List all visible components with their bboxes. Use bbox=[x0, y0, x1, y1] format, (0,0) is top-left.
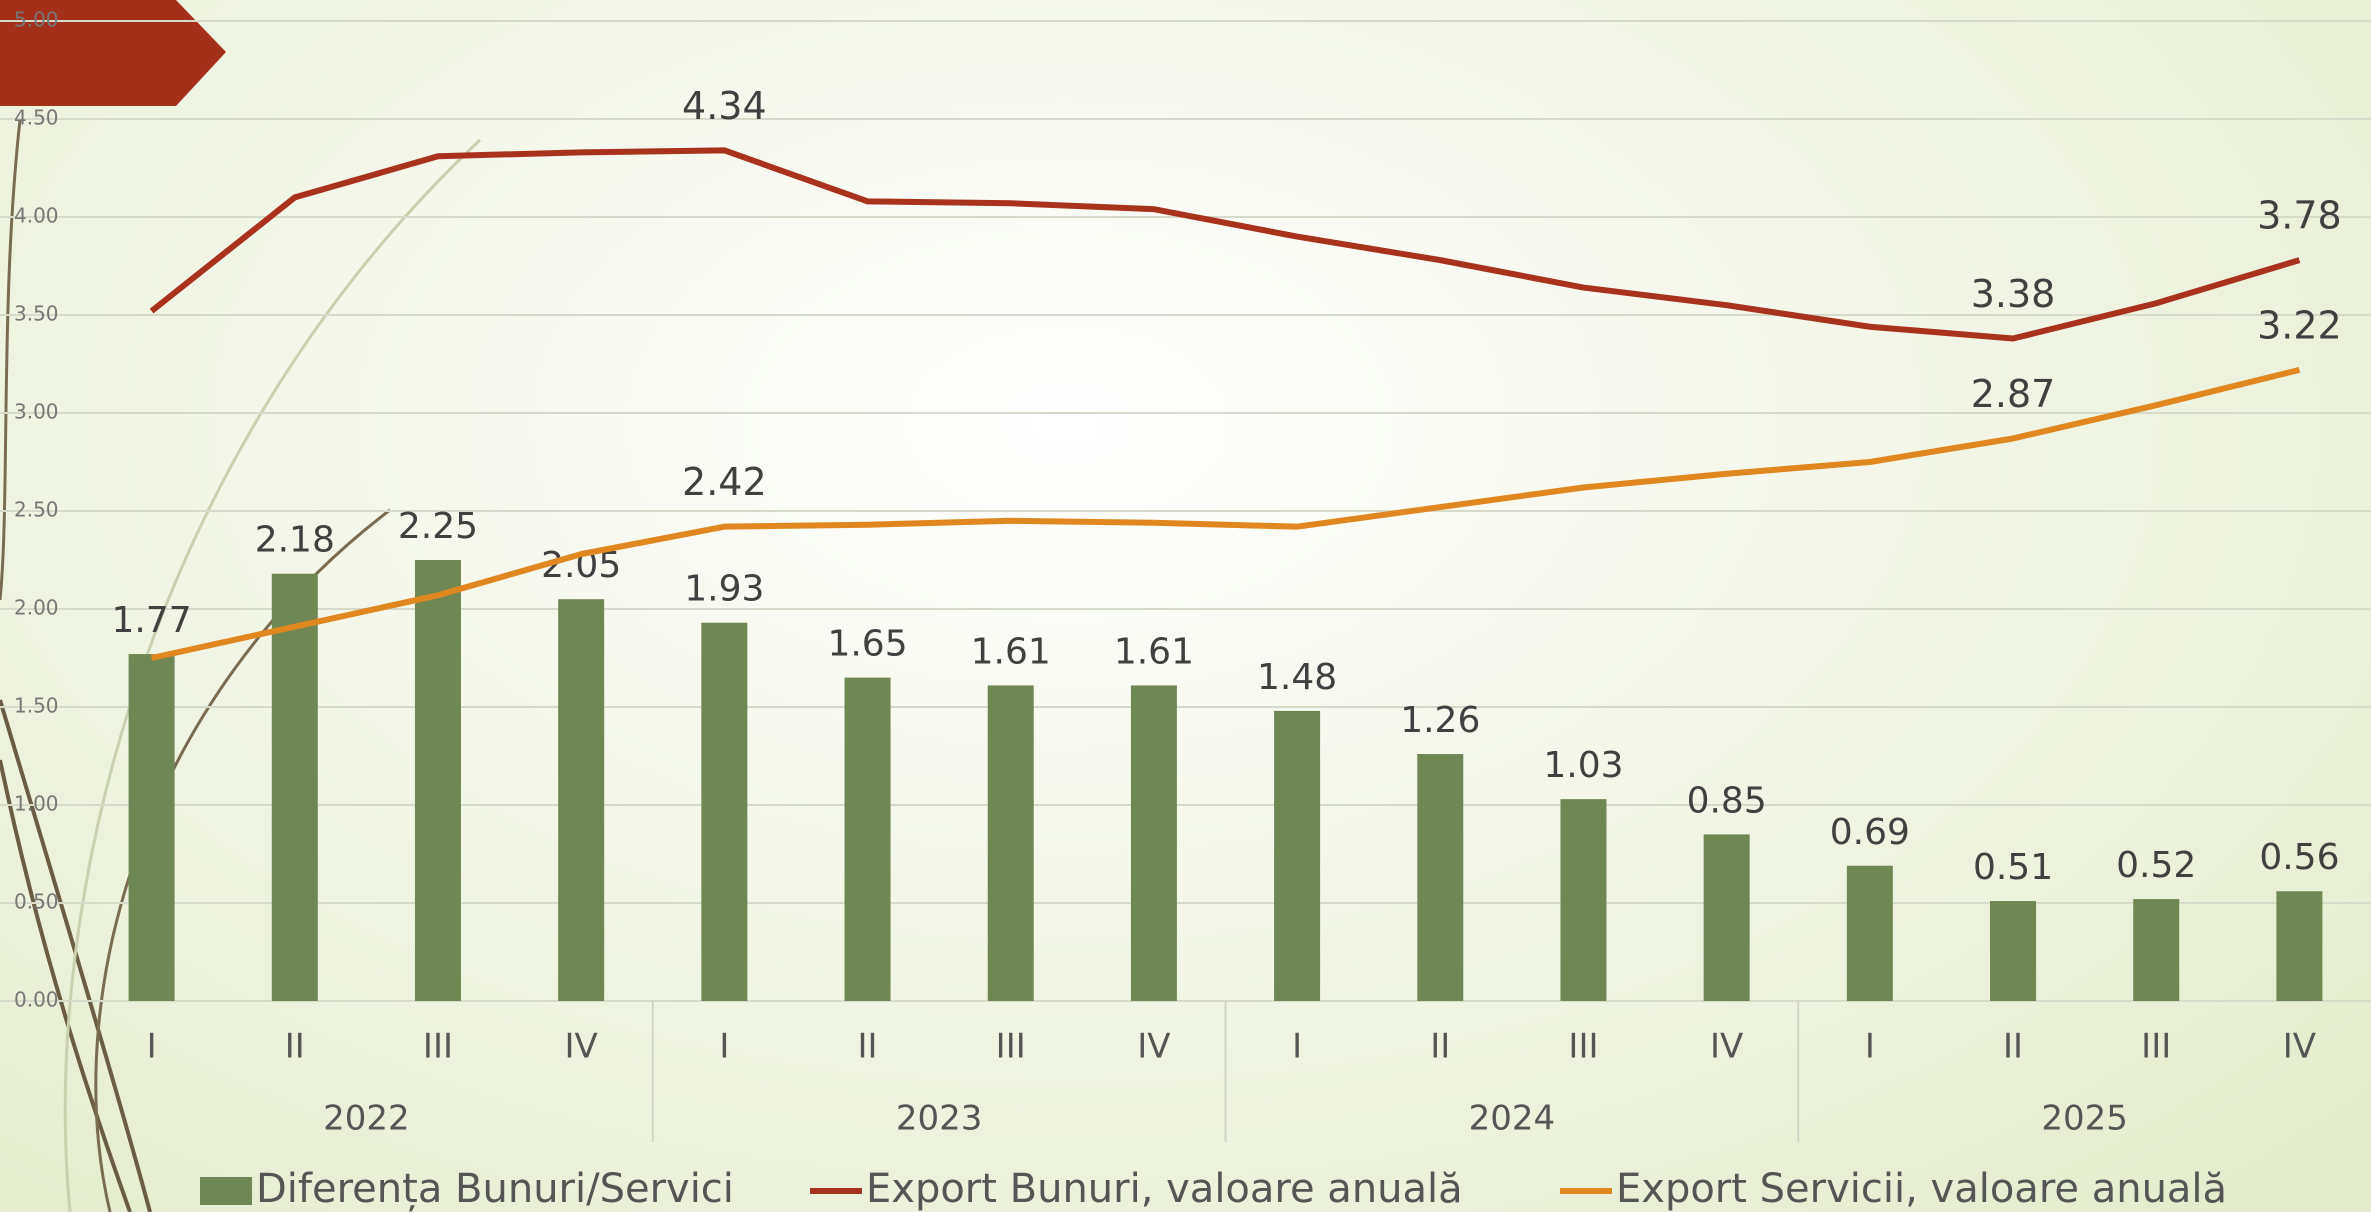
y-tick-label: 2.00 bbox=[14, 596, 59, 620]
bar bbox=[2276, 891, 2322, 1001]
y-tick-label: 0.50 bbox=[14, 890, 59, 914]
y-tick-label: 3.50 bbox=[14, 302, 59, 326]
legend-label: Export Servicii, valoare anuală bbox=[1616, 1166, 2227, 1212]
x-tick-label: II bbox=[858, 1027, 878, 1067]
data-label: 1.77 bbox=[112, 600, 192, 641]
x-tick-label: I bbox=[147, 1027, 157, 1067]
x-tick-label: II bbox=[2003, 1027, 2023, 1067]
bar bbox=[1704, 834, 1750, 1001]
bar bbox=[1990, 901, 2036, 1001]
y-tick-label: 1.50 bbox=[14, 694, 59, 718]
legend-label: Export Bunuri, valoare anuală bbox=[866, 1166, 1463, 1212]
y-tick-label: 3.00 bbox=[14, 400, 59, 424]
bar bbox=[701, 623, 747, 1001]
y-tick-label: 5.00 bbox=[14, 8, 59, 32]
data-label: 1.65 bbox=[827, 624, 907, 665]
data-label: 1.61 bbox=[1114, 631, 1194, 672]
bar bbox=[272, 574, 318, 1001]
data-label: 1.48 bbox=[1257, 657, 1337, 698]
y-tick-label: 1.00 bbox=[14, 792, 59, 816]
x-tick-label: IV bbox=[565, 1027, 598, 1067]
group-label: 2024 bbox=[1469, 1099, 1556, 1139]
data-label: 2.87 bbox=[1971, 372, 2056, 416]
data-label: 3.22 bbox=[2257, 303, 2342, 347]
data-label: 0.51 bbox=[1973, 847, 2053, 888]
group-label: 2022 bbox=[323, 1099, 410, 1139]
x-tick-label: III bbox=[2141, 1027, 2171, 1067]
bar bbox=[1847, 866, 1893, 1001]
data-label: 2.42 bbox=[682, 460, 767, 504]
y-tick-label: 2.50 bbox=[14, 498, 59, 522]
bar bbox=[2133, 899, 2179, 1001]
x-tick-label: I bbox=[1865, 1027, 1875, 1067]
y-tick-label: 0.00 bbox=[14, 988, 59, 1012]
x-tick-label: IV bbox=[1710, 1027, 1743, 1067]
x-tick-label: IV bbox=[2283, 1027, 2316, 1067]
x-tick-label: IV bbox=[1137, 1027, 1170, 1067]
y-tick-label: 4.00 bbox=[14, 204, 59, 228]
data-label: 1.61 bbox=[971, 631, 1051, 672]
data-label: 0.52 bbox=[2116, 845, 2196, 886]
bar bbox=[129, 654, 175, 1001]
chart: 0.00 0.50 1.00 1.50 2.00 2.50 3.00 3.50 4.00 4.50… bbox=[0, 0, 2371, 1212]
legend-swatch bbox=[200, 1177, 252, 1205]
decoration bbox=[0, 0, 480, 1212]
data-label: 0.85 bbox=[1687, 780, 1767, 821]
x-tick-label: III bbox=[996, 1027, 1026, 1067]
data-label: 3.38 bbox=[1971, 272, 2056, 316]
group-label: 2023 bbox=[896, 1099, 983, 1139]
bar bbox=[988, 685, 1034, 1001]
y-tick-label: 4.50 bbox=[14, 106, 59, 130]
x-tick-label: III bbox=[423, 1027, 453, 1067]
x-tick-label: I bbox=[719, 1027, 729, 1067]
bar bbox=[558, 599, 604, 1001]
data-label: 4.34 bbox=[682, 84, 767, 128]
data-label: 3.78 bbox=[2257, 194, 2342, 238]
x-tick-label: III bbox=[1568, 1027, 1598, 1067]
group-label: 2025 bbox=[2041, 1099, 2128, 1139]
data-label: 1.93 bbox=[684, 569, 764, 610]
bar bbox=[1417, 754, 1463, 1001]
data-label: 1.26 bbox=[1400, 700, 1480, 741]
data-label: 0.56 bbox=[2259, 837, 2339, 878]
bar bbox=[1560, 799, 1606, 1001]
bar bbox=[845, 678, 891, 1001]
data-label: 0.69 bbox=[1830, 812, 1910, 853]
legend-label: Diferența Bunuri/Servici bbox=[256, 1166, 734, 1212]
data-label: 2.18 bbox=[255, 520, 335, 561]
data-label: 2.25 bbox=[398, 506, 478, 547]
bar bbox=[1274, 711, 1320, 1001]
bar bbox=[415, 560, 461, 1001]
x-tick-label: I bbox=[1292, 1027, 1302, 1067]
x-tick-label: II bbox=[285, 1027, 305, 1067]
data-label: 1.03 bbox=[1543, 745, 1623, 786]
x-tick-label: II bbox=[1430, 1027, 1450, 1067]
bar bbox=[1131, 685, 1177, 1001]
